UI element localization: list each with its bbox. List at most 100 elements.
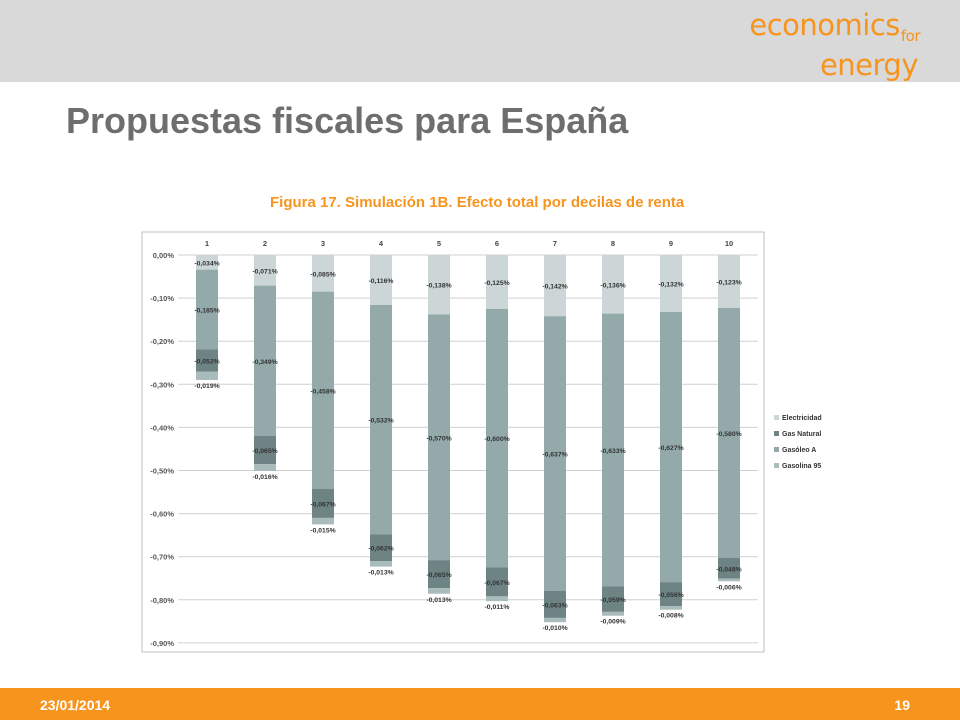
- data-label: -0,085%: [310, 271, 335, 278]
- bar-segment-gasoleo-a: [486, 308, 508, 568]
- data-label: -0,059%: [600, 597, 625, 604]
- legend-label: Gasóleo A: [782, 447, 816, 454]
- data-label: -0,627%: [658, 445, 683, 452]
- bar-segment-gasoleo-a: [660, 311, 682, 583]
- data-label: -0,185%: [194, 308, 219, 315]
- bar-segment-gas-natural: [254, 436, 276, 465]
- bar-segment-gas-natural: [486, 567, 508, 597]
- bar-segment-gasoleo-a: [254, 285, 276, 437]
- x-category-label: 8: [611, 239, 615, 248]
- header-bar: [0, 0, 960, 82]
- data-label: -0,009%: [600, 619, 625, 626]
- bar-segment-electricidad: [660, 255, 682, 312]
- footer-date: 23/01/2014: [40, 697, 111, 713]
- bar-segment-gas-natural: [660, 582, 682, 607]
- data-label: -0,062%: [368, 546, 393, 553]
- data-label: -0,116%: [369, 278, 394, 285]
- data-label: -0,349%: [252, 359, 277, 366]
- data-label: -0,056%: [658, 592, 683, 599]
- legend-label: Gas Natural: [782, 431, 821, 438]
- data-label: -0,071%: [252, 268, 277, 275]
- data-label: -0,458%: [310, 388, 335, 395]
- bar-segment-gasoleo-a: [602, 313, 624, 587]
- data-label: -0,633%: [600, 448, 625, 455]
- stacked-bar-chart: 0,00% -0,10% -0,20% -0,30% -0,40% -0,50% -0,60…: [141, 231, 822, 653]
- bar-segment-gasoleo-a: [196, 269, 218, 350]
- bar-segment-gasolina-95: [312, 517, 334, 525]
- data-label: -0,125%: [484, 280, 509, 287]
- data-label: -0,067%: [310, 501, 335, 508]
- y-tick-label: -0,90%: [150, 639, 174, 648]
- data-label: -0,016%: [252, 474, 277, 481]
- bar-segment-gasoleo-a: [312, 291, 334, 490]
- bar-segment-gas-natural: [718, 557, 740, 579]
- data-label: -0,570%: [426, 435, 451, 442]
- data-label: -0,008%: [658, 613, 683, 620]
- y-tick-label: -0,30%: [150, 380, 174, 389]
- y-tick-label: -0,40%: [150, 423, 174, 432]
- y-tick-label: -0,80%: [150, 596, 174, 605]
- data-label: -0,052%: [194, 359, 219, 366]
- data-label: -0,142%: [542, 284, 567, 291]
- bar-segment-gas-natural: [312, 489, 334, 518]
- bar-segment-electricidad: [254, 255, 276, 286]
- data-label: -0,136%: [600, 282, 625, 289]
- bar-segment-gasoleo-a: [718, 308, 740, 558]
- x-category-label: 7: [553, 239, 557, 248]
- data-label: -0,015%: [310, 527, 335, 534]
- bar-segment-gasolina-95: [486, 596, 508, 602]
- bar-segment-gasoleo-a: [428, 314, 450, 561]
- data-label: -0,132%: [658, 281, 683, 288]
- y-tick-label: -0,70%: [150, 553, 174, 562]
- data-label: -0,580%: [716, 431, 741, 438]
- y-tick-label: -0,50%: [150, 467, 174, 476]
- legend-swatch: [774, 415, 779, 420]
- legend-swatch: [774, 463, 779, 468]
- bar-segment-gasolina-95: [544, 617, 566, 623]
- data-label: -0,123%: [716, 280, 741, 287]
- x-category-label: 10: [725, 239, 733, 248]
- data-label: -0,065%: [252, 448, 277, 455]
- legend-swatch: [774, 447, 779, 452]
- bar-segment-gasoleo-a: [544, 316, 566, 591]
- page-number: 19: [894, 697, 910, 713]
- data-label: -0,600%: [484, 436, 509, 443]
- bar-segment-electricidad: [196, 255, 218, 270]
- data-label: -0,010%: [542, 625, 567, 632]
- x-category-label: 9: [669, 239, 673, 248]
- bar-segment-gas-natural: [544, 590, 566, 618]
- x-category-label: 2: [263, 239, 267, 248]
- data-label: -0,034%: [194, 260, 219, 267]
- bar-segment-electricidad: [312, 255, 334, 292]
- slide-title: Propuestas fiscales para España: [66, 100, 629, 141]
- footer-bar: [0, 688, 960, 720]
- x-category-label: 3: [321, 239, 325, 248]
- bar-segment-electricidad: [718, 255, 740, 309]
- chart-title: Figura 17. Simulación 1B. Efecto total p…: [270, 194, 685, 211]
- bar-segment-gas-natural: [196, 349, 218, 372]
- economics-for-energy-logo: economicsfor energy: [749, 8, 920, 82]
- legend-swatch: [774, 431, 779, 436]
- bar-segment-electricidad: [486, 255, 508, 309]
- y-tick-label: -0,20%: [150, 337, 174, 346]
- x-category-label: 6: [495, 239, 499, 248]
- y-tick-label: -0,10%: [150, 294, 174, 303]
- data-label: -0,048%: [716, 566, 741, 573]
- x-category-label: 1: [205, 239, 209, 248]
- bar-segment-gas-natural: [602, 586, 624, 612]
- x-category-label: 4: [379, 239, 384, 248]
- data-label: -0,065%: [426, 572, 451, 579]
- legend-label: Electricidad: [782, 415, 822, 422]
- bar-segment-gasolina-95: [428, 588, 450, 594]
- data-label: -0,063%: [542, 602, 567, 609]
- bar-segment-gasolina-95: [370, 561, 392, 567]
- data-label: -0,006%: [716, 584, 741, 591]
- data-label: -0,013%: [368, 570, 393, 577]
- bar-segment-gasolina-95: [196, 371, 218, 380]
- data-label: -0,637%: [542, 451, 567, 458]
- bar-segment-gasolina-95: [602, 611, 624, 616]
- bar-segment-electricidad: [370, 255, 392, 305]
- bar-segment-electricidad: [602, 255, 624, 314]
- data-label: -0,532%: [368, 418, 393, 425]
- bar-segment-gasolina-95: [660, 606, 682, 610]
